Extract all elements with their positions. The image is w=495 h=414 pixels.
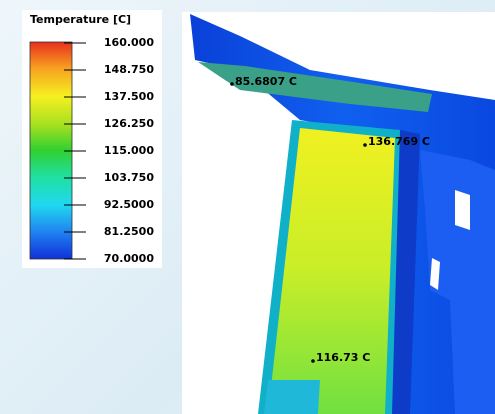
legend-label: 126.250 [104, 117, 154, 130]
legend-label: 70.0000 [104, 252, 154, 265]
probe-label: 116.73 C [316, 351, 370, 364]
legend-title: Temperature [C] [30, 13, 131, 26]
annotations: 85.6807 C 136.769 C 116.73 C [230, 75, 430, 364]
probe-label: 136.769 C [368, 135, 430, 148]
probe-label: 85.6807 C [235, 75, 297, 88]
legend: Temperature [C] 160.000 148.750 137.500 126… [22, 10, 162, 268]
probe-dot [363, 143, 367, 147]
legend-label: 92.5000 [104, 198, 154, 211]
probe-dot [311, 359, 315, 363]
legend-label: 148.750 [104, 63, 154, 76]
slot [455, 190, 470, 230]
legend-label: 160.000 [104, 36, 154, 49]
legend-label: 103.750 [104, 171, 154, 184]
legend-label: 81.2500 [104, 225, 154, 238]
slot [430, 258, 440, 290]
part-flange [420, 150, 495, 414]
legend-label: 137.500 [104, 90, 154, 103]
probe-dot [230, 82, 234, 86]
top-panel [198, 62, 432, 112]
legend-label: 115.000 [104, 144, 154, 157]
strip-wall [392, 130, 420, 414]
legend-ticks: 160.000 148.750 137.500 126.250 115.000 103.7… [64, 36, 154, 265]
part-body [190, 14, 495, 414]
render-view [182, 12, 495, 414]
hole [264, 380, 320, 414]
hot-strip [268, 128, 395, 414]
